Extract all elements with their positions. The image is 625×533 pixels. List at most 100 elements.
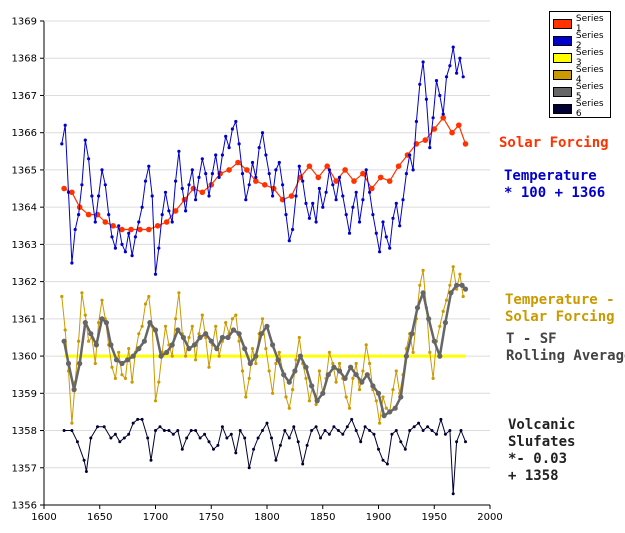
- data-point: [137, 220, 141, 224]
- data-point: [153, 272, 158, 276]
- data-point: [404, 152, 411, 158]
- data-point: [61, 338, 67, 344]
- gridlines: [44, 20, 490, 469]
- data-point: [243, 436, 247, 440]
- data-point: [194, 198, 198, 202]
- data-point: [207, 365, 211, 369]
- series-6-group: [62, 417, 467, 496]
- data-point: [344, 395, 348, 399]
- data-point: [370, 383, 376, 389]
- data-point: [334, 380, 338, 384]
- data-point: [234, 313, 238, 317]
- data-point: [190, 324, 194, 328]
- data-point: [220, 425, 224, 429]
- data-point: [441, 112, 445, 116]
- data-point: [102, 425, 106, 429]
- data-point: [237, 339, 241, 343]
- y-tick-label: 1367: [12, 91, 37, 102]
- data-point: [438, 324, 442, 328]
- data-point: [187, 335, 191, 340]
- data-point: [80, 291, 84, 295]
- data-point: [398, 394, 404, 400]
- y-tick-label: 1362: [12, 277, 37, 288]
- annotation-line: Temperature -: [505, 292, 615, 308]
- data-point: [160, 213, 164, 217]
- data-point: [461, 75, 465, 79]
- data-point: [359, 440, 363, 444]
- data-point: [127, 432, 131, 436]
- data-point: [361, 369, 365, 373]
- data-point: [147, 164, 151, 168]
- data-point: [236, 331, 242, 337]
- data-point: [354, 361, 358, 366]
- data-point: [83, 313, 87, 317]
- y-tick-label: 1366: [12, 128, 37, 139]
- data-point: [314, 425, 318, 429]
- data-point: [180, 334, 186, 341]
- data-point: [265, 421, 269, 425]
- data-point: [333, 178, 339, 184]
- data-point: [88, 331, 94, 337]
- data-point: [354, 190, 358, 194]
- annotation-line: Temperature: [504, 168, 597, 184]
- y-tick-label: 1361: [12, 314, 37, 325]
- data-point: [304, 201, 308, 205]
- data-point: [191, 342, 198, 348]
- data-point: [408, 429, 412, 432]
- x-tick-label: 1800: [254, 512, 279, 523]
- data-point: [264, 153, 268, 157]
- data-point: [214, 346, 220, 352]
- annotation-line: * 100 + 1366: [504, 185, 606, 201]
- data-point: [431, 376, 435, 380]
- data-point: [235, 159, 241, 166]
- legend-item: Series 5: [553, 82, 610, 102]
- data-point: [404, 172, 408, 176]
- data-point: [307, 216, 311, 220]
- data-point: [164, 349, 170, 355]
- data-point: [283, 429, 287, 432]
- x-tick-label: 1950: [422, 512, 447, 523]
- data-point: [230, 127, 234, 131]
- data-point: [119, 226, 125, 233]
- data-point: [100, 298, 104, 302]
- data-point: [242, 346, 248, 352]
- data-point: [307, 399, 311, 403]
- data-point: [110, 223, 116, 229]
- data-point: [394, 201, 398, 205]
- annotation-line: T - SF: [506, 331, 557, 347]
- data-point: [381, 458, 385, 462]
- data-point: [127, 347, 131, 351]
- data-point: [350, 417, 354, 421]
- data-point: [305, 443, 309, 447]
- data-point: [408, 153, 412, 157]
- data-point: [71, 387, 77, 393]
- y-tick-label: 1359: [12, 389, 37, 400]
- data-point: [368, 190, 372, 194]
- data-point: [208, 182, 215, 188]
- data-point: [77, 360, 83, 367]
- data-point: [262, 182, 268, 188]
- series-4-group: [60, 265, 465, 425]
- annotation-temp-minus-solar: Temperature - Solar Forcing: [505, 292, 615, 326]
- data-point: [284, 395, 288, 399]
- data-point: [123, 376, 127, 380]
- data-point: [442, 320, 448, 326]
- data-point: [197, 175, 201, 179]
- data-point: [327, 168, 331, 172]
- data-point: [462, 141, 469, 147]
- legend-item: Series 4: [553, 65, 610, 85]
- data-point: [372, 432, 376, 436]
- data-point: [441, 309, 445, 313]
- data-point: [364, 372, 370, 378]
- data-point: [351, 205, 355, 209]
- data-point: [411, 350, 415, 354]
- data-point: [250, 160, 255, 165]
- data-point: [461, 294, 465, 299]
- data-point: [319, 436, 322, 440]
- data-point: [163, 190, 168, 194]
- data-point: [174, 179, 178, 183]
- annotation-rolling-average: T - SF Rolling Average: [506, 331, 625, 365]
- data-point: [455, 71, 459, 75]
- legend-item: Series 2: [553, 31, 610, 51]
